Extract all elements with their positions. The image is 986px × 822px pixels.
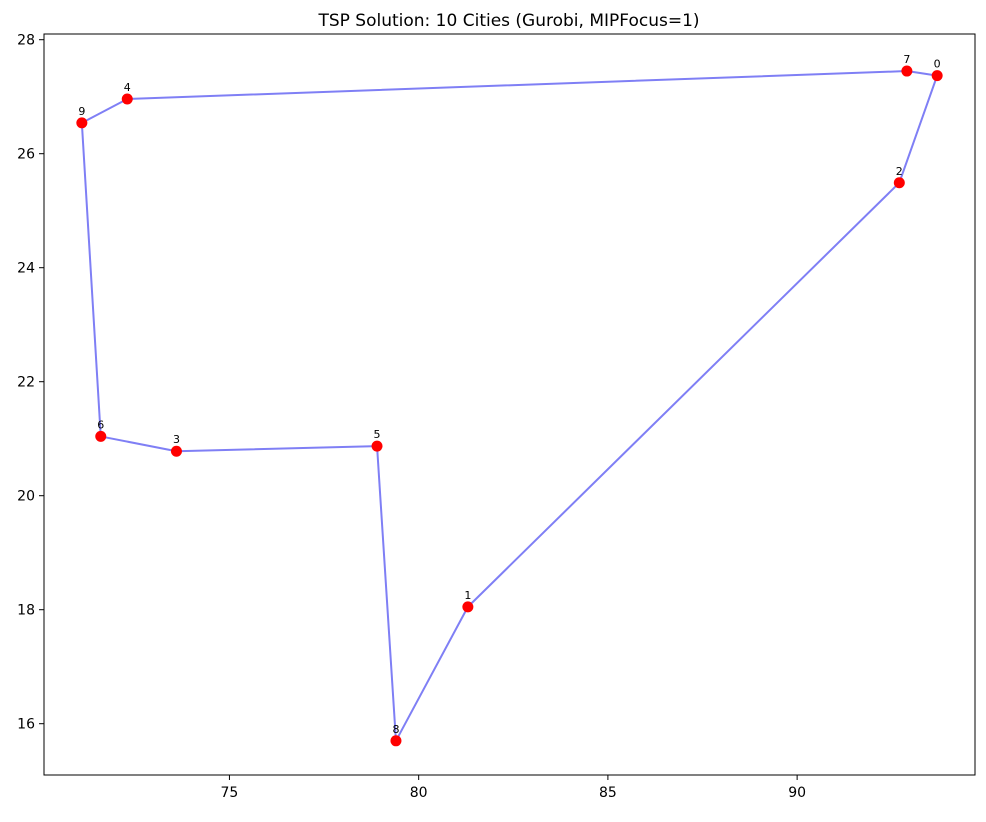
y-tick-label: 18 [17, 603, 35, 619]
city-point-1 [462, 601, 474, 613]
city-label-8: 8 [392, 723, 399, 736]
y-tick-label: 26 [17, 147, 35, 163]
y-tick-label: 20 [17, 489, 35, 505]
route-segment-7-4 [126, 70, 908, 100]
city-label-6: 6 [97, 418, 104, 431]
city-label-9: 9 [78, 105, 85, 118]
x-axis: 75 80 85 90 [221, 775, 806, 801]
city-point-8 [390, 735, 402, 747]
city-label-1: 1 [464, 589, 471, 602]
route-segment-9-6 [80, 121, 102, 438]
city-point-9 [76, 117, 88, 129]
x-tick-label: 85 [599, 785, 617, 801]
city-label-layer: 0 1 2 3 4 5 6 7 8 9 [78, 53, 940, 736]
city-point-2 [893, 177, 905, 189]
route-segment-1-2 [466, 181, 901, 608]
x-tick-label: 80 [410, 785, 428, 801]
route-segment-4-9 [80, 97, 129, 124]
point-layer [76, 65, 943, 747]
route-segment-8-1 [394, 605, 469, 742]
route-segment-3-5 [175, 445, 379, 453]
city-point-3 [170, 445, 182, 457]
chart-title: TSP Solution: 10 Cities (Gurobi, MIPFocu… [317, 11, 699, 31]
city-label-7: 7 [903, 53, 910, 66]
city-label-0: 0 [934, 58, 941, 71]
route-layer [80, 70, 939, 742]
route-segment-5-8 [376, 445, 397, 742]
x-tick-label: 90 [788, 785, 806, 801]
y-tick-label: 22 [17, 375, 35, 391]
y-tick-label: 24 [17, 261, 35, 277]
city-label-2: 2 [896, 165, 903, 178]
y-axis: 16 18 20 22 24 26 28 [17, 33, 44, 733]
city-label-4: 4 [124, 81, 131, 94]
plot-frame [43, 33, 976, 776]
y-tick-label: 16 [17, 717, 35, 733]
city-label-3: 3 [173, 433, 180, 446]
city-point-6 [95, 430, 107, 442]
city-point-7 [901, 65, 913, 77]
city-point-4 [121, 93, 133, 105]
city-label-5: 5 [374, 428, 381, 441]
route-segment-2-0 [898, 74, 939, 184]
city-point-0 [931, 70, 943, 82]
x-tick-label: 75 [221, 785, 239, 801]
route-segment-6-3 [99, 435, 178, 453]
city-point-5 [371, 440, 383, 452]
y-tick-label: 28 [17, 33, 35, 49]
